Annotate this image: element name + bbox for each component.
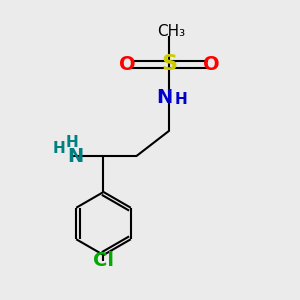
Text: N: N (67, 146, 83, 166)
Text: S: S (161, 55, 178, 74)
Text: H: H (175, 92, 187, 106)
Text: H: H (66, 135, 78, 150)
Text: O: O (119, 55, 136, 74)
Text: CH₃: CH₃ (157, 24, 185, 39)
Text: H: H (53, 141, 65, 156)
Text: Cl: Cl (93, 251, 114, 271)
Text: N: N (156, 88, 172, 107)
Text: O: O (203, 55, 220, 74)
